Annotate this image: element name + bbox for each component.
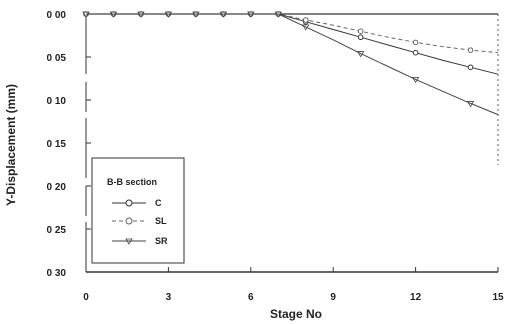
- data-point-c: [412, 49, 419, 56]
- x-tick-label: 6: [248, 292, 254, 303]
- data-point-sr: [466, 101, 475, 108]
- data-point-sl: [302, 17, 309, 23]
- series-line-sl: [86, 13, 499, 54]
- legend-marker-c: [125, 199, 133, 207]
- data-point-sr: [192, 11, 200, 18]
- data-point-sr: [137, 11, 145, 18]
- legend-marker-sl: [125, 217, 133, 225]
- data-point-sr: [411, 76, 420, 84]
- data-point-sr: [82, 11, 90, 18]
- x-tick-label: 0: [83, 292, 89, 303]
- y-axis-title: Y-Displacement (mm): [4, 84, 18, 206]
- legend: B-B section C SL SR: [91, 157, 185, 264]
- x-tick-label: 15: [492, 292, 504, 303]
- data-point-c: [357, 34, 364, 41]
- legend-title: B-B section: [107, 177, 157, 187]
- legend-marker-sr: [125, 238, 133, 245]
- data-point-sr: [247, 11, 255, 18]
- legend-label-sr: SR: [155, 236, 168, 246]
- data-point-sr: [302, 24, 310, 31]
- x-tick-label: 12: [410, 292, 422, 303]
- y-tick-label: 0 00: [47, 10, 67, 21]
- legend-label-c: C: [155, 198, 162, 208]
- data-point-sr: [356, 51, 365, 58]
- y-tick-label: 0 20: [47, 182, 67, 193]
- data-point-sr: [274, 11, 282, 18]
- data-point-sl: [467, 47, 474, 53]
- x-axis-title: Stage No: [270, 307, 322, 321]
- data-point-sr: [164, 11, 173, 18]
- series-line-sr: [86, 13, 499, 116]
- y-tick-label: 0 10: [47, 96, 67, 107]
- legend-label-sl: SL: [155, 216, 167, 226]
- data-point-sr: [219, 11, 228, 18]
- y-tick-label: 0 05: [47, 53, 67, 64]
- x-tick-label: 9: [330, 292, 336, 303]
- data-point-sl: [357, 28, 364, 35]
- y-tick-label: 0 30: [47, 268, 67, 279]
- data-point-sl: [412, 39, 419, 46]
- plot-area: [82, 11, 499, 116]
- data-point-c: [467, 64, 474, 71]
- x-tick-label: 3: [166, 292, 172, 303]
- y-tick-label: 0 25: [47, 225, 67, 236]
- legend-box: [91, 157, 185, 264]
- data-point-sr: [109, 11, 118, 18]
- y-tick-label: 0 15: [47, 139, 67, 150]
